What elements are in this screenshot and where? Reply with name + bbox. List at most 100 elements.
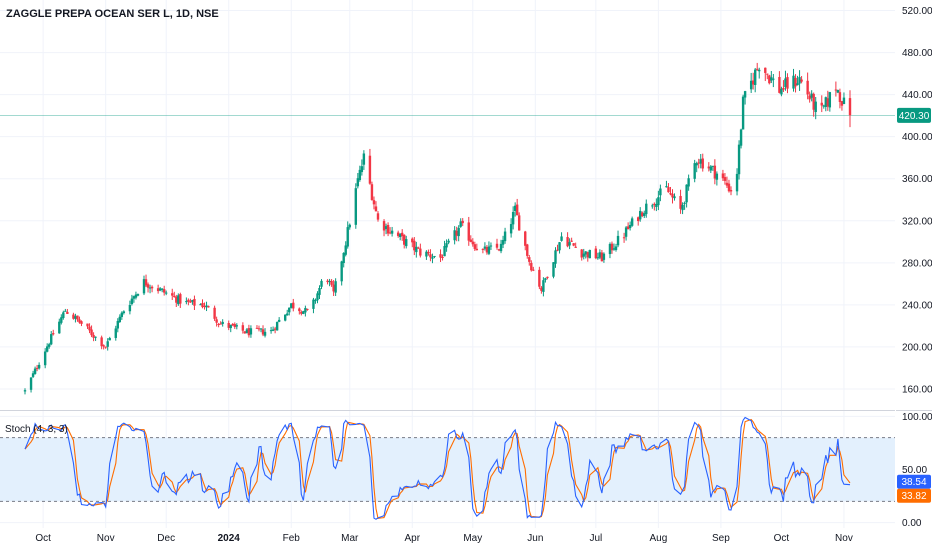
candle-body [695, 163, 698, 166]
candle-body [247, 328, 251, 336]
candle-body [419, 248, 422, 256]
candle-body [189, 301, 192, 303]
candle-body [824, 97, 827, 107]
candle-body [840, 101, 844, 106]
candle-body [390, 230, 394, 234]
candle-body [838, 92, 842, 103]
candle-body [177, 295, 180, 305]
candle-body [699, 159, 702, 164]
candle-body [160, 288, 164, 290]
candle-body [530, 262, 533, 271]
time-tick-label: May [463, 533, 482, 544]
candle-body [753, 69, 757, 85]
price-axis: 520.00 480.00 440.00 400.00 360.00 320.00 280.… [902, 6, 932, 395]
candle-body [503, 231, 507, 242]
candle-body [148, 287, 152, 289]
candle-body [340, 261, 343, 282]
candle-body [796, 83, 799, 86]
candle-body [570, 240, 573, 242]
candle-body [794, 77, 797, 87]
candle-body [842, 97, 846, 105]
candle-body [517, 215, 521, 231]
candle-body [701, 158, 704, 169]
candle-body [768, 75, 771, 84]
candle-body [528, 257, 531, 262]
candle-body [100, 337, 103, 347]
candle-body [433, 255, 436, 257]
candle-body [215, 319, 218, 323]
candle-body [499, 243, 503, 252]
candle-body [778, 77, 781, 93]
stoch-label[interactable]: Stoch (4, 3, 3) [5, 424, 68, 435]
candle-body [566, 237, 569, 247]
candle-body [191, 299, 194, 302]
candle-body [685, 184, 688, 203]
candle-body [469, 239, 472, 242]
candle-body [626, 226, 630, 230]
candle-body [848, 98, 852, 116]
candle-body [66, 311, 69, 314]
candle-body [179, 294, 182, 304]
candle-body [312, 299, 315, 309]
candle-body [382, 221, 386, 231]
candle-body [709, 166, 713, 171]
candle-body [628, 224, 632, 229]
candle-body [128, 305, 132, 312]
candle-body [616, 235, 620, 246]
candle-body [673, 196, 676, 199]
candle-body [560, 236, 563, 241]
candle-body [459, 221, 462, 227]
candle-body [501, 240, 505, 245]
candle-body [90, 329, 93, 336]
candle-body [64, 310, 67, 312]
candle-body [33, 368, 37, 374]
candle-body [134, 294, 138, 298]
candle-body [713, 165, 717, 179]
candle-body [259, 328, 263, 330]
candle-body [171, 293, 174, 296]
candle-body [737, 144, 741, 175]
price-tick-label: 240.00 [902, 300, 932, 311]
candle-body [766, 73, 769, 75]
candle-body [467, 222, 470, 241]
candle-body [711, 165, 715, 167]
candle-body [292, 302, 295, 309]
candle-body [300, 311, 303, 314]
candle-body [679, 195, 682, 209]
candle-body [743, 91, 747, 98]
candle-body [582, 253, 585, 257]
candle-body [453, 230, 456, 241]
candle-body [443, 246, 446, 257]
candle-body [62, 312, 65, 318]
candle-body [764, 67, 767, 73]
candle-body [316, 293, 319, 301]
stoch-d-badge: 33.82 [897, 488, 931, 503]
candle-body [269, 330, 273, 332]
candle-body [60, 317, 63, 323]
candle-body [667, 187, 670, 193]
candle-body [120, 312, 124, 317]
candle-body [596, 257, 600, 259]
stoch-axis: 100.00 50.00 0.00 [902, 412, 932, 529]
candle-body [598, 252, 602, 258]
candle-body [483, 246, 487, 249]
candle-body [356, 178, 360, 187]
price-tick-label: 320.00 [902, 216, 932, 227]
time-tick-label: Aug [649, 533, 667, 544]
candle-body [643, 213, 646, 216]
time-tick-label: Jun [527, 533, 543, 544]
candle-body [723, 177, 727, 181]
candle-body [614, 246, 618, 250]
candle-body [834, 89, 838, 91]
candle-body [31, 373, 35, 377]
candle-body [104, 346, 107, 348]
candle-body [37, 364, 41, 369]
candle-body [318, 287, 321, 295]
candle-body [471, 241, 474, 245]
candle-body [782, 88, 785, 90]
candle-body [556, 249, 559, 251]
candle-body [175, 296, 178, 303]
price-tick-label: 480.00 [902, 48, 932, 59]
candle-body [328, 280, 331, 283]
